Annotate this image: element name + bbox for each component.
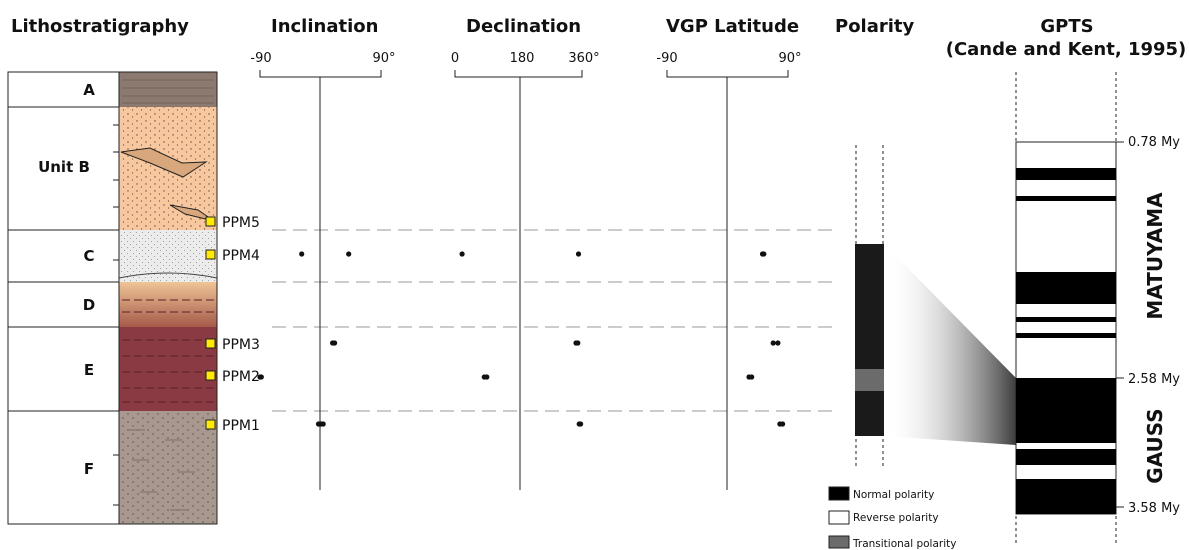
sample-label-ppm1: PPM1 <box>222 418 260 434</box>
unit-label-column: A Unit B C D E F <box>7 71 120 525</box>
polarity-transitional-bar <box>855 369 884 391</box>
legend-reverse-label: Reverse polarity <box>853 512 939 524</box>
unit-f-fill <box>119 411 217 524</box>
chron-matuyama: MATUYAMA <box>1143 192 1167 320</box>
header-inclination: Inclination <box>271 16 378 37</box>
unit-label-e: E <box>84 361 94 379</box>
sample-label-ppm5: PPM5 <box>222 215 260 231</box>
unit-d-fill <box>119 282 217 327</box>
sample-marker <box>205 338 216 349</box>
unit-c-fill <box>119 230 217 282</box>
header-gpts-reference: (Cande and Kent, 1995) <box>946 39 1187 60</box>
declination-mid-label: 180 <box>510 51 535 66</box>
sample-markers: PPM5 PPM4 PPM3 PPM2 PPM1 <box>205 215 260 434</box>
unit-label-f: F <box>84 460 94 478</box>
legend-reverse-swatch <box>828 510 850 525</box>
header-declination: Declination <box>466 16 581 37</box>
header-gpts: GPTS <box>1040 16 1093 37</box>
inclination-min-label: -90 <box>250 51 271 66</box>
header-polarity: Polarity <box>835 16 915 37</box>
lithology-column <box>118 71 218 525</box>
data-points <box>257 251 786 427</box>
inc-data-point <box>320 421 326 427</box>
gpts-age-258: 2.58 My <box>1128 372 1180 387</box>
gpts-column <box>1015 72 1124 545</box>
sample-marker <box>205 419 216 430</box>
inc-data-point <box>346 251 352 257</box>
polarity-column <box>855 145 884 468</box>
dec-data-point <box>575 251 582 257</box>
inc-data-point <box>299 251 305 257</box>
axes <box>259 70 789 490</box>
dec-data-point <box>484 374 490 380</box>
vgp-min-label: -90 <box>656 51 677 66</box>
unit-label-c: C <box>83 247 94 265</box>
header-vgp-latitude: VGP Latitude <box>666 16 799 37</box>
correlation-fan <box>884 244 1016 445</box>
unit-label-a: A <box>83 81 95 99</box>
unit-a-fill <box>119 72 217 107</box>
polarity-normal-bar <box>855 244 884 436</box>
inc-data-point <box>258 374 264 380</box>
dec-data-point <box>575 340 581 346</box>
dec-data-point <box>459 251 465 257</box>
legend-normal-label: Normal polarity <box>853 489 934 501</box>
legend: Normal polarity Reverse polarity Transit… <box>828 486 956 550</box>
inclination-max-label: 90° <box>372 51 395 66</box>
chron-gauss: GAUSS <box>1143 408 1167 483</box>
legend-normal-swatch <box>828 486 850 501</box>
unit-label-b: Unit B <box>38 158 90 176</box>
vgp-data-point <box>761 251 767 257</box>
vgp-data-point <box>775 340 781 346</box>
gpts-age-358: 3.58 My <box>1128 501 1180 516</box>
header-lithostratigraphy: Lithostratigraphy <box>11 16 189 37</box>
declination-min-label: 0 <box>451 51 459 66</box>
vgp-data-point <box>749 374 755 380</box>
vgp-data-point <box>770 340 776 346</box>
legend-transitional-swatch <box>828 535 850 549</box>
sample-marker <box>205 216 216 227</box>
unit-label-d: D <box>83 296 95 314</box>
inc-data-point <box>332 340 338 346</box>
sample-label-ppm4: PPM4 <box>222 248 260 264</box>
sample-marker <box>205 249 216 260</box>
legend-transitional-label: Transitional polarity <box>852 538 956 550</box>
sample-label-ppm3: PPM3 <box>222 337 260 353</box>
declination-max-label: 360° <box>568 51 599 66</box>
vgp-max-label: 90° <box>778 51 801 66</box>
vgp-data-point <box>780 421 786 427</box>
sample-marker <box>205 370 216 381</box>
dec-data-point <box>578 421 584 427</box>
gpts-age-078: 0.78 My <box>1128 135 1180 150</box>
unit-e-fill <box>119 327 217 411</box>
sample-label-ppm2: PPM2 <box>222 369 260 385</box>
correlation-lines <box>272 229 833 412</box>
